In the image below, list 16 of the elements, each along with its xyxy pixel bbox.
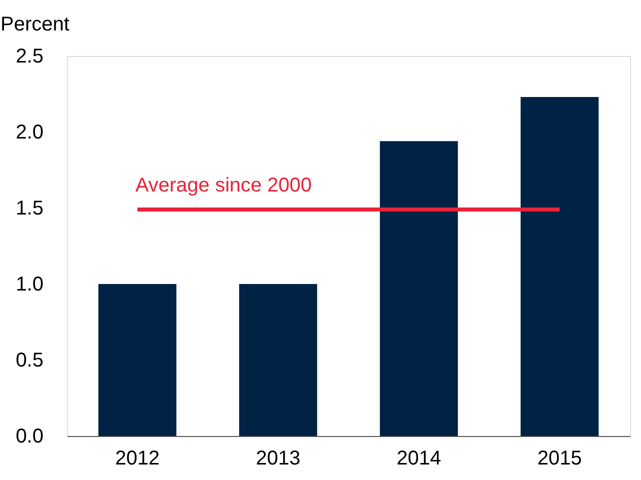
x-tick-label: 2015 (537, 448, 582, 470)
x-tick-label: 2013 (256, 448, 300, 470)
x-tick-label: 2014 (396, 448, 442, 470)
x-tick-label: 2012 (115, 448, 160, 470)
y-tick-label: 1.5 (16, 198, 44, 220)
bar (380, 141, 458, 436)
y-tick-label: 2.5 (16, 46, 44, 68)
bar (520, 97, 599, 436)
ref-line-label: Average since 2000 (135, 174, 312, 197)
y-tick-label: 2.0 (16, 122, 44, 144)
y-tick-label: 0.5 (16, 350, 44, 372)
bar (239, 284, 318, 436)
bar (98, 284, 176, 436)
y-tick-label: 1.0 (16, 274, 44, 296)
y-axis-title: Percent (0, 14, 70, 36)
y-tick-label: 0.0 (16, 426, 44, 448)
